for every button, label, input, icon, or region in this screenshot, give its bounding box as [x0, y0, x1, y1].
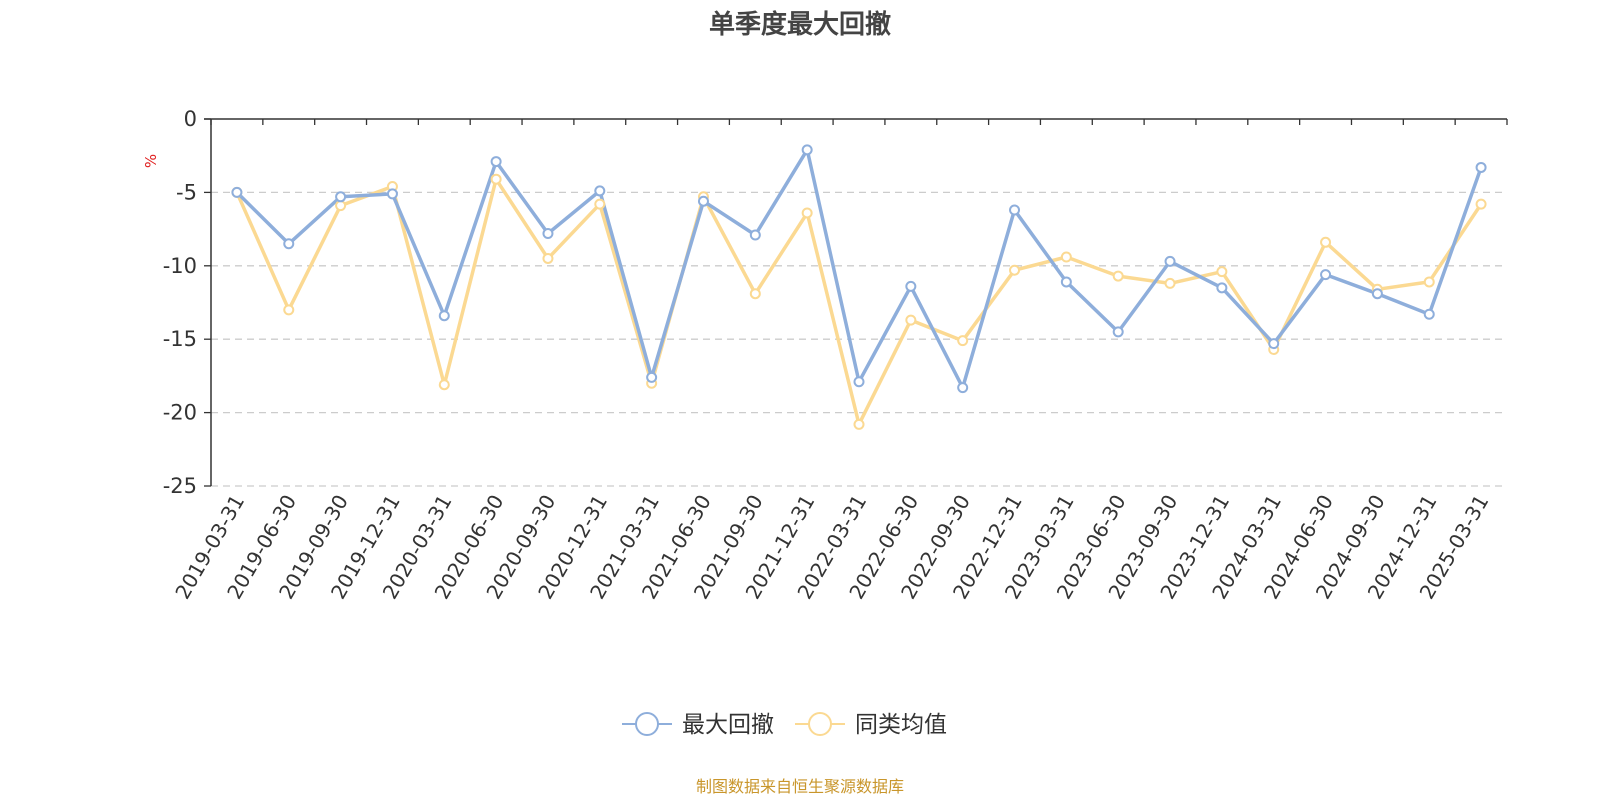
data-point: [1475, 161, 1487, 173]
data-point: [335, 200, 347, 212]
data-point: [1009, 204, 1021, 216]
series-line: [235, 148, 1483, 390]
legend-marker: [635, 712, 659, 736]
data-point: [542, 228, 554, 240]
data-point: [1475, 198, 1487, 210]
data-point: [801, 207, 813, 219]
data-point: [283, 238, 295, 250]
data-point: [697, 195, 709, 207]
data-point: [1423, 276, 1435, 288]
y-tick-label: -25: [163, 474, 197, 498]
data-point: [905, 280, 917, 292]
data-point: [1216, 266, 1228, 278]
data-point: [957, 382, 969, 394]
data-point: [1112, 270, 1124, 282]
data-point: [1164, 255, 1176, 267]
chart-title: 单季度最大回撤: [708, 10, 891, 40]
legend-label: 同类均值: [855, 712, 947, 738]
data-point: [386, 188, 398, 200]
legend-marker: [808, 712, 832, 736]
series-line: [235, 177, 1483, 427]
data-point: [490, 156, 502, 168]
data-point: [1216, 282, 1228, 294]
y-axis-label: %: [142, 154, 160, 168]
data-point: [1060, 276, 1072, 288]
data-point: [905, 314, 917, 326]
data-point: [1112, 326, 1124, 338]
y-tick-label: -5: [176, 180, 197, 204]
data-point: [1060, 251, 1072, 263]
data-point: [957, 335, 969, 347]
data-point: [490, 173, 502, 185]
legend-label: 最大回撤: [682, 712, 774, 738]
data-point: [1320, 269, 1332, 281]
y-tick-label: -15: [163, 327, 197, 351]
data-source-note: 制图数据来自恒生聚源数据库: [695, 777, 904, 796]
data-point: [283, 304, 295, 316]
data-point: [1320, 236, 1332, 248]
data-point: [335, 191, 347, 203]
data-point: [594, 185, 606, 197]
y-tick-label: -20: [163, 401, 197, 425]
data-point: [853, 418, 865, 430]
data-point: [1371, 288, 1383, 300]
data-point: [1423, 308, 1435, 320]
data-point: [594, 198, 606, 210]
data-point: [231, 186, 243, 198]
data-point: [438, 379, 450, 391]
data-point: [853, 376, 865, 388]
data-point: [542, 252, 554, 264]
data-point: [1009, 264, 1021, 276]
y-tick-label: -10: [163, 254, 197, 278]
data-point: [749, 229, 761, 241]
y-tick-label: 0: [184, 107, 197, 131]
data-point: [646, 371, 658, 383]
data-point: [438, 310, 450, 322]
data-point: [749, 288, 761, 300]
data-point: [1164, 277, 1176, 289]
data-point: [1268, 338, 1280, 350]
data-point: [801, 144, 813, 156]
